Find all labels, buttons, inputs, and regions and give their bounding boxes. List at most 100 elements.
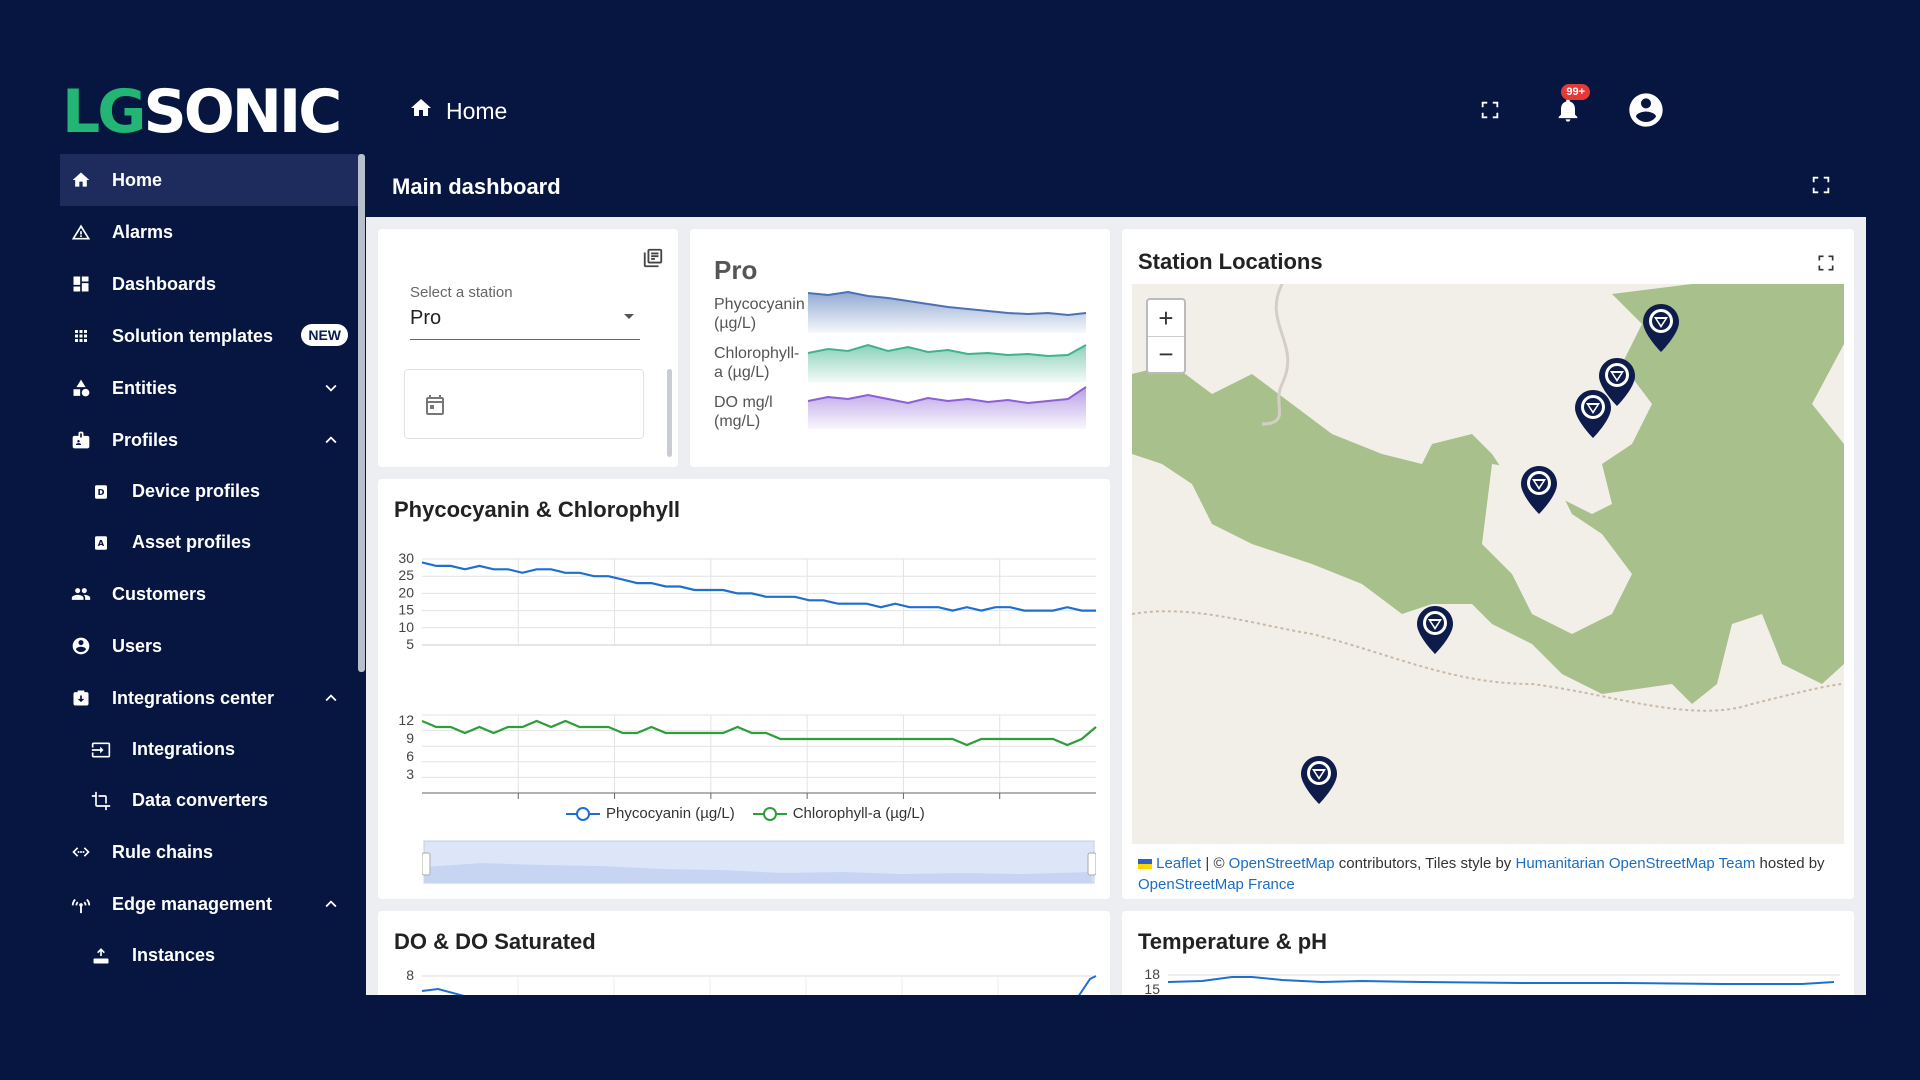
station-select-label: Select a station — [410, 284, 513, 301]
station-marker-icon[interactable] — [1640, 302, 1682, 354]
lgsonic-logo[interactable]: LG SONIC — [62, 77, 342, 147]
warning-icon — [70, 221, 92, 243]
sidebar-item-integrations-center[interactable]: Integrations center — [60, 672, 360, 724]
spark-label-do: DO mg/l (mg/L) — [714, 393, 773, 431]
spark-phycocyanin-area — [808, 292, 1086, 333]
card-title: DO & DO Saturated — [394, 929, 596, 954]
spark-label-phycocyanin: Phycocyanin (µg/L) — [714, 295, 805, 333]
legend-marker-phycocyanin — [566, 806, 600, 821]
ukraine-flag-icon — [1138, 859, 1152, 870]
sidebar-item-data-converters[interactable]: Data converters — [60, 775, 360, 826]
chevron-up-icon[interactable] — [320, 687, 342, 714]
sidebar-item-label: Alarms — [112, 221, 174, 242]
sidebar-item-label: Profiles — [112, 429, 179, 450]
fullscreen-icon[interactable] — [1816, 253, 1836, 278]
station-select-underline — [410, 339, 640, 340]
sidebar-item-edge-management[interactable]: Edge management — [60, 878, 360, 930]
sidebar-scrollbar[interactable] — [358, 154, 365, 672]
y-tick-label: 15 — [398, 602, 414, 618]
breadcrumb[interactable]: Home — [408, 96, 507, 126]
attribution-separator: | © — [1201, 855, 1229, 872]
dropdown-arrow-icon[interactable] — [622, 309, 636, 327]
sidebar-item-alarms[interactable]: Alarms — [60, 206, 360, 258]
station-marker-icon[interactable] — [1572, 388, 1614, 440]
badge-icon — [70, 429, 92, 451]
sidebar-item-label: Entities — [112, 377, 178, 398]
fullscreen-icon[interactable] — [1470, 90, 1510, 130]
zoom-out-button[interactable]: − — [1148, 336, 1184, 372]
sidebar-item-label: Data converters — [132, 790, 269, 810]
do-series-line — [421, 975, 1097, 995]
legend-item-phycocyanin[interactable]: Phycocyanin (µg/L) — [566, 805, 735, 822]
date-picker[interactable] — [404, 369, 644, 439]
account-icon[interactable] — [1626, 90, 1666, 130]
sidebar-item-entities[interactable]: Entities — [60, 362, 360, 414]
y-tick-label: 12 — [398, 712, 414, 728]
temperature-chart[interactable]: 18 15 — [1122, 967, 1854, 995]
station-marker-icon[interactable] — [1518, 464, 1560, 516]
sidebar-item-customers[interactable]: Customers — [60, 568, 360, 620]
y-tick-label: 8 — [406, 967, 414, 983]
spark-label-line: a (µg/L) — [714, 364, 770, 381]
chevron-up-icon[interactable] — [320, 429, 342, 456]
sidebar: Home Alarms Dashboards Solution template… — [60, 154, 360, 994]
station-select-value[interactable]: Pro — [410, 307, 442, 329]
router-icon — [70, 893, 92, 915]
sidebar-item-dashboards[interactable]: Dashboards — [60, 258, 360, 310]
temperature-series-line — [1167, 976, 1835, 985]
hot-link[interactable]: Humanitarian OpenStreetMap Team — [1515, 855, 1756, 872]
range-slider-preview — [424, 863, 1092, 883]
y-tick-label: 15 — [1144, 981, 1160, 995]
dashboard-area: Select a station Pro Pro Phycocyanin (µg… — [366, 217, 1866, 995]
station-marker-icon[interactable] — [1298, 754, 1340, 806]
breadcrumb-home-label: Home — [446, 97, 508, 124]
sidebar-item-profiles[interactable]: Profiles — [60, 414, 360, 466]
y-tick-label: 9 — [406, 730, 414, 746]
leaflet-link[interactable]: Leaflet — [1156, 855, 1202, 872]
calendar-icon[interactable] — [423, 394, 447, 423]
sidebar-item-integrations[interactable]: Integrations — [60, 724, 360, 775]
station-marker-icon[interactable] — [1596, 356, 1638, 408]
osm-france-link[interactable]: OpenStreetMap France — [1138, 876, 1295, 893]
spark-chlorophyll-line — [808, 343, 1087, 358]
logo-sonic: SONIC — [143, 77, 342, 147]
sidebar-item-instances[interactable]: Instances — [60, 930, 360, 981]
y-tick-label: 20 — [398, 584, 414, 600]
sidebar-item-users[interactable]: Users — [60, 620, 360, 672]
sidebar-item-home[interactable]: Home — [60, 154, 360, 206]
spark-do-area — [808, 387, 1086, 429]
map[interactable]: + − — [1132, 284, 1844, 844]
legend-item-chlorophyll[interactable]: Chlorophyll-a (µg/L) — [752, 805, 925, 822]
station-locations-card: Station Locations + − — [1122, 229, 1854, 899]
sidebar-item-label: Device profiles — [132, 481, 261, 501]
y-tick-label: 10 — [398, 619, 414, 635]
sidebar-item-device-profiles[interactable]: D Device profiles — [60, 466, 360, 517]
page-title: Main dashboard — [392, 174, 561, 199]
osm-link[interactable]: OpenStreetMap — [1228, 855, 1335, 872]
top-toolbar: 99+ — [1470, 84, 1666, 130]
sidebar-item-rule-chains[interactable]: Rule chains — [60, 826, 360, 878]
fullscreen-icon[interactable] — [1810, 174, 1832, 201]
sidebar-item-solution-templates[interactable]: Solution templates NEW — [60, 310, 360, 362]
card-title: Phycocyanin & Chlorophyll — [394, 497, 681, 522]
chevron-up-icon[interactable] — [320, 893, 342, 920]
sidebar-item-asset-profiles[interactable]: A Asset profiles — [60, 517, 360, 568]
do-chart[interactable]: 8 — [378, 967, 1110, 995]
table-view-icon[interactable] — [642, 247, 664, 274]
legend-marker-chlorophyll — [752, 806, 787, 821]
bell-icon[interactable]: 99+ — [1548, 84, 1590, 130]
chart-range-slider[interactable] — [422, 839, 1096, 885]
range-handle-right[interactable] — [1087, 852, 1096, 876]
chevron-down-icon[interactable] — [320, 377, 342, 404]
home-icon — [408, 96, 434, 126]
map-tiles — [1132, 284, 1844, 712]
zoom-control: + − — [1146, 298, 1186, 374]
station-marker-icon[interactable] — [1414, 604, 1456, 656]
map-river — [1261, 284, 1290, 426]
spark-phycocyanin-line — [808, 290, 1087, 317]
range-handle-left[interactable] — [422, 852, 431, 876]
card-scrollbar[interactable] — [667, 369, 672, 457]
zoom-in-button[interactable]: + — [1158, 302, 1174, 333]
home-icon — [70, 169, 92, 191]
